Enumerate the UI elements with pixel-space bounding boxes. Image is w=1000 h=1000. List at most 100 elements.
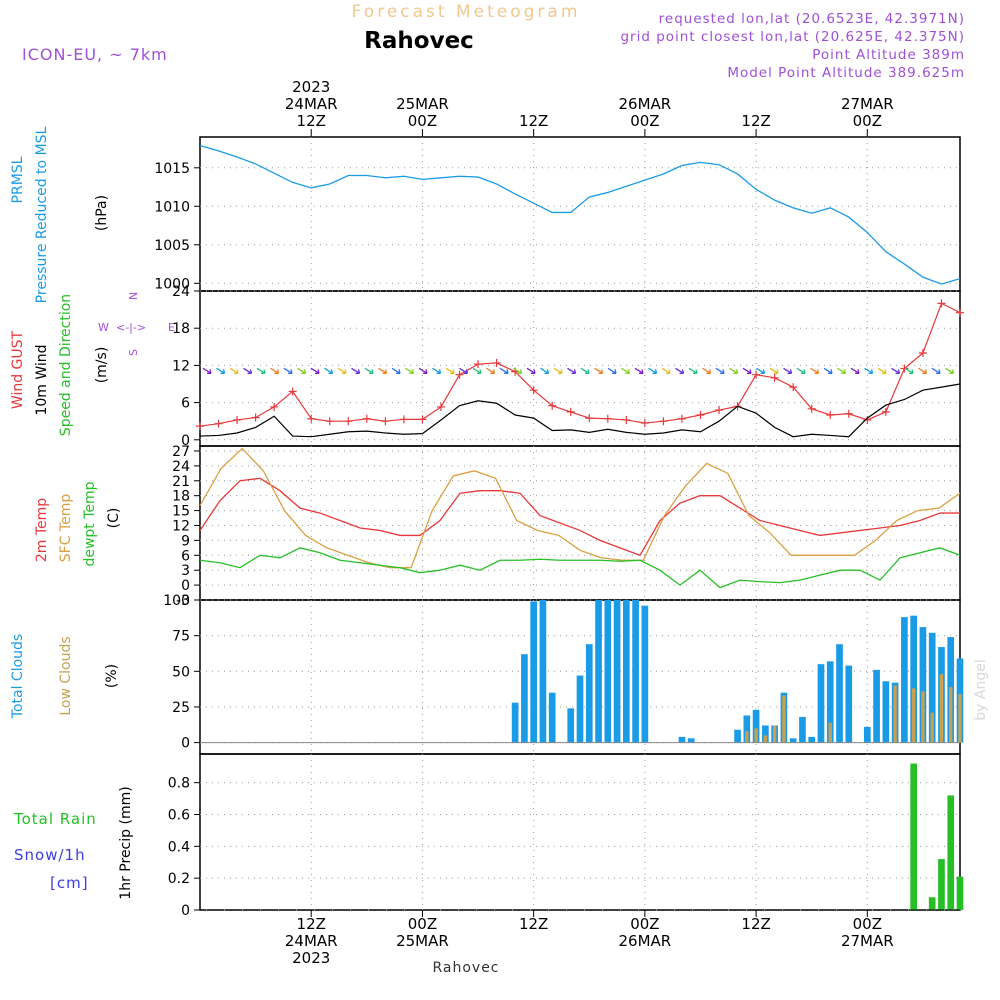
y-tick-label: -3 xyxy=(176,593,190,609)
total-cloud-bar xyxy=(632,600,639,743)
compass-e: E xyxy=(168,321,175,334)
top-time-label: 12Z xyxy=(297,112,326,130)
wind-direction-arrow xyxy=(594,367,604,375)
wind-direction-arrow xyxy=(688,367,698,375)
gust-marker xyxy=(881,407,890,416)
low-cloud-bar xyxy=(939,674,944,743)
gust-marker xyxy=(288,387,297,396)
low-cloud-bar xyxy=(949,686,953,743)
wind-direction-arrow xyxy=(216,367,226,375)
gust-marker xyxy=(677,414,686,423)
wind-direction-arrow xyxy=(297,367,307,375)
low-cloud-bar xyxy=(893,685,897,743)
panel-frame xyxy=(199,445,961,601)
y-tick-label: 12 xyxy=(172,518,190,534)
wind-direction-arrow xyxy=(580,367,590,375)
low-cloud-bar xyxy=(782,695,786,743)
gust-marker xyxy=(622,415,631,424)
gust-marker xyxy=(659,417,668,426)
sfctemp-line xyxy=(199,447,961,569)
y-tick-label: 12 xyxy=(172,358,190,374)
wind-direction-arrow xyxy=(810,367,820,375)
total-cloud-bar xyxy=(623,600,630,743)
gust-marker xyxy=(715,406,724,415)
model-altitude: Model Point Altitude 389.625m xyxy=(727,65,965,81)
rain-bar xyxy=(928,897,936,910)
y-tick-label: 21 xyxy=(172,474,190,490)
total-cloud-bar xyxy=(789,738,797,743)
gust-marker xyxy=(752,370,761,379)
total-cloud-bar xyxy=(539,600,547,743)
compass-arrows: <-|-> xyxy=(116,321,146,334)
y-tick-label: 0 xyxy=(181,903,190,919)
top-time-label: 00Z xyxy=(630,112,659,130)
total-cloud-bar xyxy=(863,726,871,743)
low-cloud-bar xyxy=(763,735,768,743)
gust-marker xyxy=(455,370,464,379)
wind-direction-arrow xyxy=(486,367,496,375)
wind-direction-label: Speed and Direction xyxy=(58,294,74,436)
top-time-label: 25MAR xyxy=(396,95,449,113)
gust-marker xyxy=(863,415,872,424)
gust-label: Wind GUST xyxy=(10,330,26,409)
gust-marker xyxy=(233,415,242,424)
wind-direction-arrow xyxy=(661,367,671,375)
wind-direction-arrow xyxy=(364,367,374,375)
gust-marker xyxy=(844,409,853,418)
total-cloud-bar xyxy=(585,644,593,743)
wind-direction-arrow xyxy=(378,367,388,375)
low-cloud-bar xyxy=(772,725,777,743)
y-tick-label: 75 xyxy=(172,629,190,645)
low-cloud-bar xyxy=(911,688,916,743)
gust-marker xyxy=(640,419,649,428)
gust-marker xyxy=(770,373,779,382)
dewpt-line xyxy=(199,547,961,589)
top-time-label: 26MAR xyxy=(619,95,672,113)
total-cloud-bar xyxy=(928,632,936,743)
gust-marker xyxy=(307,414,316,423)
top-time-label: 2023 xyxy=(292,78,330,96)
prmsl-label: PRMSL xyxy=(10,156,26,203)
y-tick-label: 1010 xyxy=(154,199,190,215)
bottom-time-label: 00Z xyxy=(408,915,437,933)
wind-direction-arrow xyxy=(675,367,685,375)
low-cloud-bar xyxy=(828,722,832,743)
gust-marker xyxy=(566,407,575,416)
wind-line xyxy=(199,383,961,438)
bottom-time-label: 00Z xyxy=(853,915,882,933)
wind-direction-arrow xyxy=(877,367,887,375)
wind-direction-arrow xyxy=(553,367,563,375)
y-tick-label: 6 xyxy=(181,396,190,412)
wind-direction-arrow xyxy=(499,367,509,375)
gust-marker xyxy=(381,417,390,426)
bottom-time-label: 00Z xyxy=(630,915,659,933)
wind-direction-arrow xyxy=(243,367,253,375)
y-tick-label: 0.6 xyxy=(168,807,190,823)
y-tick-label: 0.8 xyxy=(168,776,190,792)
total-cloud-bar xyxy=(845,665,853,743)
temp2m-label: 2m Temp xyxy=(34,498,50,562)
wind-direction-arrow xyxy=(459,367,469,375)
gust-marker xyxy=(789,383,798,392)
wind-direction-arrow xyxy=(526,367,536,375)
total-cloud-bar xyxy=(576,675,584,743)
wind-direction-arrow xyxy=(864,367,874,375)
y-tick-label: 24 xyxy=(172,459,190,475)
gust-marker xyxy=(399,415,408,424)
rain-bar xyxy=(956,876,964,910)
wind-direction-arrow xyxy=(607,367,617,375)
temp2m-line xyxy=(199,477,960,557)
gust-marker xyxy=(492,358,501,367)
top-time-label: 12Z xyxy=(519,112,548,130)
y-tick-label: 0 xyxy=(181,433,190,449)
total-cloud-bar xyxy=(641,605,649,743)
wind-direction-arrow xyxy=(783,367,793,375)
wind-direction-arrow xyxy=(540,367,550,375)
wind-unit-label: (m/s) xyxy=(94,347,110,384)
compass-s: S xyxy=(127,349,140,356)
gust-marker xyxy=(344,417,353,426)
low-clouds-label: Low Clouds xyxy=(58,636,74,715)
gust-marker xyxy=(826,411,835,419)
bottom-time-label: 2023 xyxy=(292,949,330,967)
y-tick-label: 1015 xyxy=(154,161,190,177)
